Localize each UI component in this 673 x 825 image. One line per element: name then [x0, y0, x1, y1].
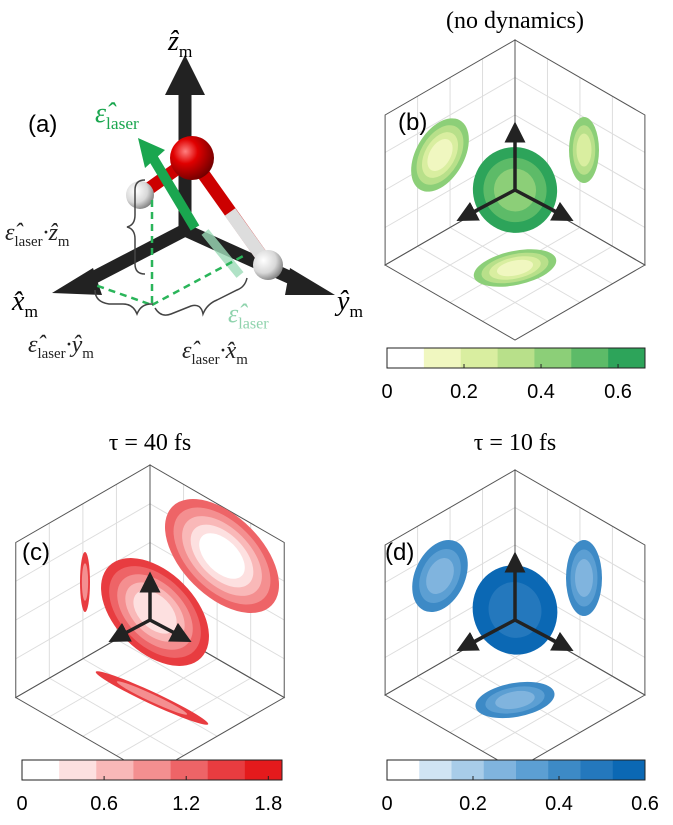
colorbar-tick-label: 0.4	[527, 381, 555, 403]
colorbar-segment	[424, 348, 461, 368]
colorbar-segment	[534, 348, 571, 368]
panel-a-diagram	[52, 55, 335, 315]
projection-label-sub: laser	[191, 352, 219, 368]
colorbar-segment	[571, 348, 608, 368]
panel-title: τ = 40 fs	[109, 430, 192, 456]
panel-title: τ = 10 fs	[474, 430, 557, 456]
laser-projection-label: ε̂laser	[228, 299, 269, 333]
colorbar-tick-label: 0.2	[450, 381, 478, 403]
colorbar-tick-label: 0	[381, 381, 392, 403]
colorbar-segment	[22, 760, 59, 780]
colorbar-tick-label: 0.2	[459, 793, 487, 815]
isosurface	[115, 678, 188, 718]
box-3d	[16, 465, 300, 775]
axis-label-symbol: ŷ	[334, 286, 350, 317]
colorbar-segment	[419, 760, 452, 780]
colorbar-segment	[608, 348, 645, 368]
colorbar-tick-label: 1.8	[254, 793, 282, 815]
panel-label: (c)	[22, 539, 50, 566]
axis-label-sub: m	[179, 42, 193, 61]
panel-label: (b)	[398, 109, 427, 136]
colorbar-segment	[452, 760, 485, 780]
panel-title: (no dynamics)	[446, 8, 584, 34]
colorbar-tick-label: 0.6	[604, 381, 632, 403]
isosurface	[577, 134, 592, 167]
colorbar-segment	[96, 760, 133, 780]
laser-projection-label-sub: laser	[238, 316, 269, 333]
colorbar-segment	[59, 760, 96, 780]
colorbar-segment	[498, 348, 535, 368]
axis-label-sub: m	[349, 302, 363, 321]
box-3d	[385, 470, 645, 770]
axis-label: ŷm	[334, 286, 363, 321]
colorbar-segment	[387, 760, 420, 780]
laser-label: ε̂laser	[95, 98, 139, 133]
colorbar-segment	[548, 760, 581, 780]
colorbar-segment	[613, 760, 646, 780]
colorbar-tick-label: 0.4	[545, 793, 573, 815]
colorbar-segment	[171, 760, 208, 780]
colorbar-segment	[484, 760, 517, 780]
laser-label-sub: laser	[106, 114, 139, 133]
projection-label-sub: laser	[14, 234, 42, 250]
projection-label-sub: laser	[37, 346, 65, 362]
colorbar-segment	[581, 760, 614, 780]
projection-label-dot: ·x̂	[220, 338, 237, 364]
colorbar-tick-label: 0.6	[90, 793, 118, 815]
colorbar-tick-label: 0	[16, 793, 27, 815]
colorbar-tick-label: 0	[381, 793, 392, 815]
colorbar-segment	[133, 760, 170, 780]
axis-label-symbol: x̂	[11, 286, 25, 317]
projection-label: ε̂laser·ẑm	[5, 220, 70, 250]
projection-label-sub2: m	[236, 352, 248, 368]
colorbar-segment	[387, 348, 424, 368]
panel-label: (d)	[385, 539, 414, 566]
projection-label: ε̂laser·x̂m	[182, 338, 248, 368]
projection-label-sub2: m	[82, 346, 94, 362]
axis-label: x̂m	[11, 286, 38, 321]
axis-label: ẑm	[167, 26, 193, 61]
colorbar-segment	[516, 760, 549, 780]
isosurface	[82, 563, 88, 601]
colorbar-segment	[461, 348, 498, 368]
box-3d	[385, 40, 645, 340]
axis-label-sub: m	[24, 302, 38, 321]
colorbar-tick-label: 0.6	[631, 793, 659, 815]
projection-label-dot: ·ẑ	[43, 220, 59, 246]
figure: (a)ẑmx̂mŷmε̂laserε̂laserε̂laser·ẑmε̂lase…	[0, 0, 673, 825]
projection-label-sub2: m	[58, 234, 70, 250]
panel-label: (a)	[28, 111, 57, 138]
projection-label-dot: ·ŷ	[66, 332, 83, 358]
isosurface	[575, 559, 593, 597]
colorbar-segment	[208, 760, 245, 780]
projection-label: ε̂laser·ŷm	[28, 332, 94, 362]
colorbar-segment	[245, 760, 282, 780]
colorbar-tick-label: 1.2	[172, 793, 200, 815]
